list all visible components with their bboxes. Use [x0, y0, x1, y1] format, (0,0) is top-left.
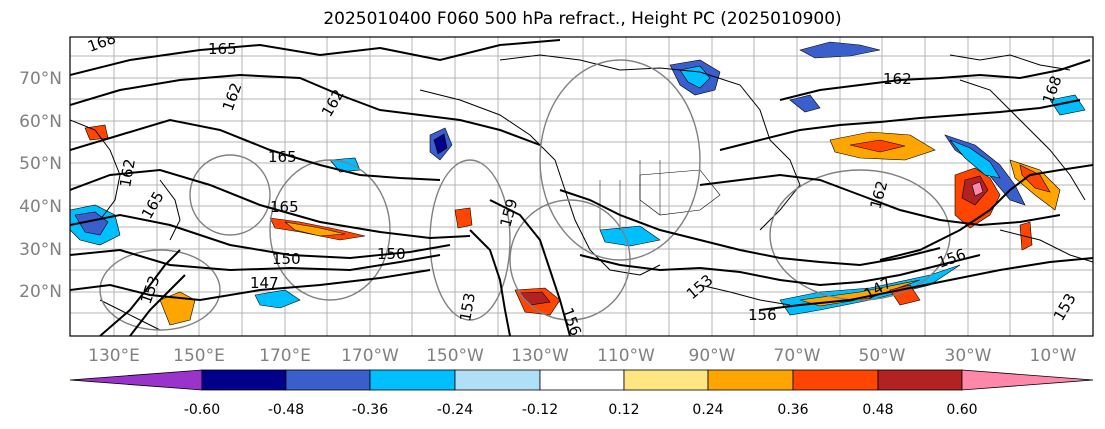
lon-label: 30°W [945, 346, 992, 366]
contour-label: 156 [748, 306, 777, 324]
contour-label: 165 [268, 148, 297, 166]
colorbar-tick-label: 0.48 [862, 402, 893, 418]
colorbar-tick-label: -0.24 [437, 402, 473, 418]
lat-label: 40°N [19, 197, 62, 217]
lat-label: 50°N [19, 154, 62, 174]
lon-label: 130°E [88, 346, 140, 366]
lat-label: 70°N [19, 69, 62, 89]
colorbar-segment [707, 369, 794, 391]
colorbar-tick-label: 0.60 [946, 402, 977, 418]
grid-lines [70, 37, 1093, 336]
lat-axis: 70°N 60°N 50°N 40°N 30°N 20°N [19, 69, 62, 302]
lon-axis: 130°E 150°E 170°E 170°W 150°W 130°W 110°… [88, 346, 1077, 366]
contour-label: 165 [270, 198, 299, 216]
lat-label: 20°N [19, 282, 62, 302]
plot-area: 165 168 162 162 162 168 165 162 165 159 … [70, 37, 1093, 336]
lat-label: 30°N [19, 240, 62, 260]
colorbar [69, 369, 1094, 391]
colorbar-segment [69, 369, 203, 391]
lon-label: 70°W [774, 346, 821, 366]
colorbar-segment [623, 369, 709, 391]
lon-label: 150°E [173, 346, 225, 366]
colorbar-tick-label: -0.60 [184, 402, 220, 418]
colorbar-tick-label: -0.36 [352, 402, 388, 418]
map-title: 2025010400 F060 500 hPa refract., Height… [323, 9, 842, 29]
contour-label: 150 [272, 250, 301, 268]
lon-label: 50°W [859, 346, 906, 366]
colorbar-segment [877, 369, 963, 391]
colorbar-segment [454, 369, 541, 391]
contour-label: 162 [883, 70, 912, 88]
colorbar-tick-label: 0.24 [692, 402, 723, 418]
colorbar-segment [792, 369, 879, 391]
colorbar-tick-label: -0.12 [522, 402, 558, 418]
contour-label: 165 [208, 40, 237, 58]
lon-label: 130°W [511, 346, 569, 366]
colorbar-segment [961, 369, 1094, 391]
colorbar-tick-label: 0.12 [608, 402, 639, 418]
colorbar-segment [369, 369, 456, 391]
lon-label: 150°W [426, 346, 484, 366]
lon-label: 90°W [689, 346, 736, 366]
colorbar-segment [539, 369, 625, 391]
contour-label: 153 [456, 291, 479, 322]
lat-label: 60°N [19, 112, 62, 132]
lon-label: 10°W [1030, 346, 1077, 366]
contour-label: 162 [116, 157, 139, 188]
contour-label: 147 [250, 274, 279, 292]
height-contours [70, 39, 1093, 336]
plot-frame [69, 36, 1094, 337]
colorbar-tick-label: 0.36 [777, 402, 808, 418]
colorbar-tick-label: -0.48 [268, 402, 304, 418]
lon-label: 110°W [597, 346, 655, 366]
colorbar-segment [285, 369, 371, 391]
lon-label: 170°W [341, 346, 399, 366]
lon-label: 170°E [259, 346, 311, 366]
colorbar-ticks: -0.60 -0.48 -0.36 -0.24 -0.12 0.12 0.24 … [184, 402, 978, 418]
contour-label: 150 [377, 245, 406, 263]
colorbar-segment [201, 369, 287, 391]
